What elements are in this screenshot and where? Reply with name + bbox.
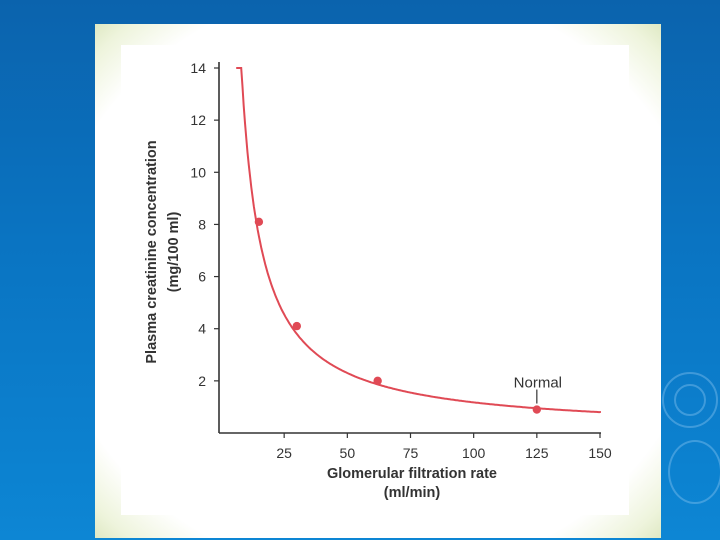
annotation-label: Normal [514, 375, 562, 392]
x-tick-label: 150 [588, 445, 612, 461]
y-tick-label: 10 [190, 164, 206, 180]
data-points [254, 217, 542, 414]
x-tick-label: 75 [403, 445, 419, 461]
x-tick-label: 100 [462, 445, 486, 461]
x-axis-ticks: 25 50 75 100 125 150 [276, 433, 612, 461]
x-tick-label: 125 [525, 445, 549, 461]
decorative-swirl [668, 440, 720, 504]
data-point [532, 405, 542, 414]
data-point [373, 376, 382, 386]
y-axis-unit: (mg/100 ml) [166, 212, 182, 293]
x-axis-title: Glomerular filtration rate [327, 466, 497, 482]
y-tick-label: 6 [198, 269, 206, 285]
y-tick-label: 4 [198, 321, 206, 337]
y-axis-title: Plasma creatinine concentration [144, 140, 160, 363]
decorative-swirl [674, 384, 706, 416]
figure-panel [121, 45, 629, 515]
y-tick-label: 12 [190, 112, 206, 128]
data-point [254, 217, 264, 227]
y-axis-ticks: 2 4 6 8 10 12 14 [190, 60, 219, 389]
x-tick-label: 50 [340, 445, 356, 461]
series-line [236, 67, 601, 414]
decorative-swirl [662, 372, 718, 428]
data-point [292, 321, 301, 331]
y-tick-label: 2 [198, 373, 206, 389]
y-tick-label: 14 [190, 60, 206, 76]
x-axis-unit: (ml/min) [384, 485, 441, 501]
y-tick-label: 8 [198, 216, 206, 232]
x-tick-label: 25 [276, 445, 292, 461]
